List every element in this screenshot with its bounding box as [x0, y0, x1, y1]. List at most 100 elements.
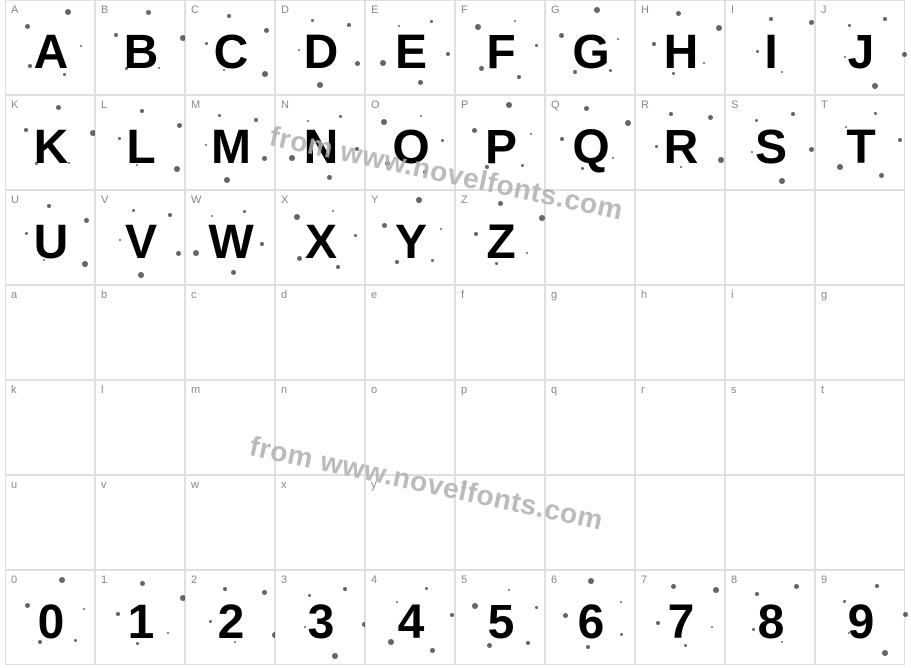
glyph-cell: SS	[725, 95, 815, 190]
cell-label: c	[191, 289, 197, 301]
cell-glyph: F	[456, 1, 544, 94]
cell-glyph: 5	[456, 571, 544, 664]
cell-glyph: Z	[456, 191, 544, 284]
cell-glyph: N	[276, 96, 364, 189]
cell-glyph: A	[6, 1, 94, 94]
glyph-cell: g	[815, 285, 905, 380]
cell-label: s	[731, 384, 737, 396]
glyph-cell: k	[5, 380, 95, 475]
cell-label: u	[11, 479, 17, 491]
glyph-cell: 55	[455, 570, 545, 665]
glyph-cell: z	[455, 475, 545, 570]
glyph-cell	[545, 190, 635, 285]
cell-glyph: K	[6, 96, 94, 189]
glyph-cell: PP	[455, 95, 545, 190]
glyph-cell: CC	[185, 0, 275, 95]
cell-glyph: V	[96, 191, 184, 284]
glyph-cell: c	[185, 285, 275, 380]
glyph-cell: UU	[5, 190, 95, 285]
glyph-cell: l	[95, 380, 185, 475]
glyph-cell	[635, 190, 725, 285]
cell-label: t	[821, 384, 824, 396]
cell-glyph: E	[366, 1, 454, 94]
cell-glyph: 1	[96, 571, 184, 664]
cell-glyph: I	[726, 1, 814, 94]
glyph-cell: JJ	[815, 0, 905, 95]
cell-label: w	[191, 479, 199, 491]
glyph-cell: 33	[275, 570, 365, 665]
cell-glyph: W	[186, 191, 274, 284]
cell-label: d	[281, 289, 287, 301]
cell-label: k	[11, 384, 17, 396]
cell-glyph: B	[96, 1, 184, 94]
cell-glyph: 0	[6, 571, 94, 664]
cell-label: z	[461, 479, 467, 491]
cell-glyph: J	[816, 1, 904, 94]
glyph-cell: 66	[545, 570, 635, 665]
cell-glyph: Q	[546, 96, 634, 189]
cell-glyph: 4	[366, 571, 454, 664]
cell-label: y	[371, 479, 377, 491]
cell-glyph: H	[636, 1, 724, 94]
glyph-cell: II	[725, 0, 815, 95]
cell-glyph: T	[816, 96, 904, 189]
glyph-cell: GG	[545, 0, 635, 95]
glyph-cell: m	[185, 380, 275, 475]
glyph-cell: a	[5, 285, 95, 380]
cell-glyph: P	[456, 96, 544, 189]
glyph-cell: p	[455, 380, 545, 475]
glyph-cell: QQ	[545, 95, 635, 190]
glyph-cell: YY	[365, 190, 455, 285]
cell-glyph: D	[276, 1, 364, 94]
glyph-cell: OO	[365, 95, 455, 190]
cell-label: l	[101, 384, 103, 396]
glyph-cell	[545, 475, 635, 570]
glyph-cell: o	[365, 380, 455, 475]
glyph-cell	[635, 475, 725, 570]
glyph-cell: u	[5, 475, 95, 570]
glyph-cell: WW	[185, 190, 275, 285]
glyph-cell: DD	[275, 0, 365, 95]
cell-label: v	[101, 479, 107, 491]
glyph-cell: TT	[815, 95, 905, 190]
cell-label: e	[371, 289, 377, 301]
glyph-cell: XX	[275, 190, 365, 285]
glyph-cell: w	[185, 475, 275, 570]
glyph-cell: r	[635, 380, 725, 475]
cell-label: g	[821, 289, 827, 301]
glyph-cell: i	[725, 285, 815, 380]
cell-glyph: 9	[816, 571, 904, 664]
glyph-cell: f	[455, 285, 545, 380]
cell-glyph: R	[636, 96, 724, 189]
glyph-cell: q	[545, 380, 635, 475]
glyph-cell: EE	[365, 0, 455, 95]
cell-label: i	[731, 289, 733, 301]
glyph-cell: FF	[455, 0, 545, 95]
glyph-cell: y	[365, 475, 455, 570]
cell-glyph: S	[726, 96, 814, 189]
glyph-cell: n	[275, 380, 365, 475]
glyph-cell	[815, 190, 905, 285]
cell-label: r	[641, 384, 645, 396]
glyph-cell: 11	[95, 570, 185, 665]
cell-glyph: M	[186, 96, 274, 189]
glyph-cell: AA	[5, 0, 95, 95]
glyph-cell: g	[545, 285, 635, 380]
cell-glyph: L	[96, 96, 184, 189]
cell-glyph: C	[186, 1, 274, 94]
glyph-cell: b	[95, 285, 185, 380]
glyph-cell: d	[275, 285, 365, 380]
glyph-cell: MM	[185, 95, 275, 190]
glyph-cell: BB	[95, 0, 185, 95]
cell-label: x	[281, 479, 287, 491]
glyph-cell: v	[95, 475, 185, 570]
glyph-cell: 99	[815, 570, 905, 665]
cell-glyph: 8	[726, 571, 814, 664]
cell-label: g	[551, 289, 557, 301]
glyph-cell: 44	[365, 570, 455, 665]
glyph-cell: 88	[725, 570, 815, 665]
glyph-cell	[815, 475, 905, 570]
glyph-cell: 00	[5, 570, 95, 665]
glyph-cell	[725, 475, 815, 570]
cell-label: q	[551, 384, 557, 396]
